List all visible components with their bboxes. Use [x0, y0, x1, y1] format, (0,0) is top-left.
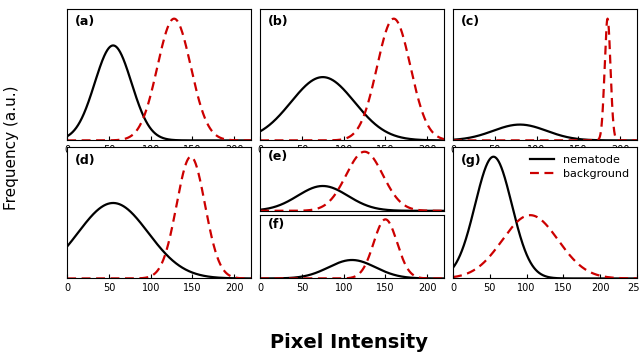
Text: (d): (d) [74, 154, 95, 167]
Text: (g): (g) [460, 154, 481, 167]
Text: (a): (a) [74, 15, 95, 29]
Text: (e): (e) [268, 150, 288, 163]
Text: Pixel Intensity: Pixel Intensity [270, 333, 428, 352]
Legend: nematode, background: nematode, background [527, 152, 631, 181]
Text: (c): (c) [460, 15, 479, 29]
Text: (f): (f) [268, 218, 285, 231]
Text: (b): (b) [268, 15, 288, 29]
Text: Frequency (a.u.): Frequency (a.u.) [4, 86, 19, 210]
